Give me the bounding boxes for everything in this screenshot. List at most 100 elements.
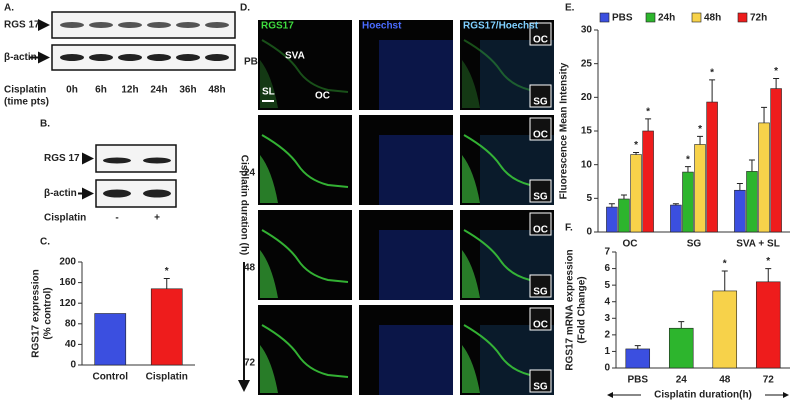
error-bar xyxy=(761,106,768,123)
inset-label: SG xyxy=(533,382,548,393)
error-bar xyxy=(634,345,641,349)
tissue-signal xyxy=(463,39,551,93)
lane-label: 0h xyxy=(66,85,78,96)
row-label: 72 xyxy=(244,358,256,369)
band xyxy=(89,22,113,28)
significance-star: * xyxy=(723,259,727,270)
band xyxy=(118,54,142,61)
error-bar xyxy=(645,118,652,131)
tissue-signal xyxy=(261,134,349,188)
region-label: SVA xyxy=(285,51,305,62)
bar xyxy=(706,101,718,233)
column-label: RGS17/Hoechst xyxy=(463,21,539,32)
band xyxy=(205,54,229,61)
tissue-signal xyxy=(261,229,349,283)
error-bar xyxy=(736,183,743,191)
inset xyxy=(529,212,552,236)
bar xyxy=(746,171,758,233)
band xyxy=(143,157,171,164)
blot-row-label: RGS 17 xyxy=(44,153,80,164)
lane-label: - xyxy=(115,213,118,224)
lane-label: 24h xyxy=(150,85,167,96)
inset xyxy=(529,274,552,298)
band xyxy=(118,22,142,28)
nuclei-texture xyxy=(379,230,453,300)
legend-swatch xyxy=(645,12,656,23)
error-bar xyxy=(608,203,615,208)
tissue-signal xyxy=(463,324,551,378)
lane-label: + xyxy=(154,213,160,224)
tissue-signal xyxy=(463,134,551,188)
inset xyxy=(529,22,552,46)
band xyxy=(147,54,171,61)
row-label: 24 xyxy=(244,168,256,179)
y-tick-label: 0 xyxy=(604,363,610,374)
inset-label: OC xyxy=(533,225,548,236)
bar xyxy=(755,281,781,369)
panel-label: F. xyxy=(565,223,573,234)
y-tick-label: 10 xyxy=(581,159,593,170)
y-tick-label: 1 xyxy=(604,346,610,357)
tissue-signal xyxy=(260,250,278,298)
y-tick-label: 25 xyxy=(581,58,593,69)
error-bar xyxy=(773,77,780,89)
x-tick-label: 24 xyxy=(676,375,688,386)
y-axis-title: (Fold Change) xyxy=(577,276,588,343)
inset xyxy=(529,179,552,203)
tissue-signal xyxy=(462,155,480,203)
legend-swatch xyxy=(599,12,610,23)
legend-swatch xyxy=(737,12,748,23)
lane-label: 48h xyxy=(208,85,225,96)
panel-label: A. xyxy=(4,3,14,14)
y-axis-title: RGS17 expression xyxy=(31,269,42,357)
y-tick-label: 30 xyxy=(581,25,593,36)
significance-star: * xyxy=(766,256,770,267)
band xyxy=(147,22,171,28)
y-tick-label: 15 xyxy=(581,126,593,137)
significance-star: * xyxy=(634,140,638,151)
x-tick-label: Cisplatin xyxy=(146,372,188,383)
inset xyxy=(529,369,552,393)
inset xyxy=(529,307,552,331)
micrograph xyxy=(258,20,352,110)
band xyxy=(60,54,84,61)
x-tick-label: 48 xyxy=(719,375,731,386)
bar xyxy=(618,198,630,233)
nuclei-texture xyxy=(379,325,453,395)
band xyxy=(176,54,200,61)
y-tick-label: 20 xyxy=(581,92,593,103)
inset-label: OC xyxy=(533,130,548,141)
tissue-signal xyxy=(261,324,349,378)
y-tick-label: 80 xyxy=(65,318,77,329)
inset-label: SG xyxy=(533,192,548,203)
x-tick-label: PBS xyxy=(627,375,648,386)
panel-label: B. xyxy=(40,119,50,130)
significance-star: * xyxy=(698,124,702,135)
band xyxy=(176,22,200,28)
tissue-signal xyxy=(260,155,278,203)
condition-label: (time pts) xyxy=(4,97,49,108)
y-tick-label: 40 xyxy=(65,339,77,350)
column-label: RGS17 xyxy=(261,21,294,32)
y-tick-label: 3 xyxy=(604,313,610,324)
bar xyxy=(770,88,782,233)
error-bar xyxy=(620,194,627,200)
bar xyxy=(606,206,618,233)
band xyxy=(103,189,131,198)
x-tick-label: SVA + SL xyxy=(736,239,780,250)
legend-label: 72h xyxy=(750,13,767,24)
bar xyxy=(670,204,682,233)
tissue-signal xyxy=(260,60,278,108)
x-tick-label: Control xyxy=(92,372,128,383)
y-tick-label: 6 xyxy=(604,263,610,274)
lane-label: 6h xyxy=(95,85,107,96)
tissue-signal xyxy=(463,229,551,283)
inset xyxy=(529,117,552,141)
error-bar xyxy=(163,277,170,289)
x-axis-title: Cisplatin duration(h) xyxy=(654,390,752,401)
row-label: 48 xyxy=(244,263,256,274)
lane-label: 36h xyxy=(179,85,196,96)
significance-star: * xyxy=(646,107,650,118)
y-tick-label: 7 xyxy=(604,247,610,258)
blot-row-label: RGS 17 xyxy=(4,20,40,31)
